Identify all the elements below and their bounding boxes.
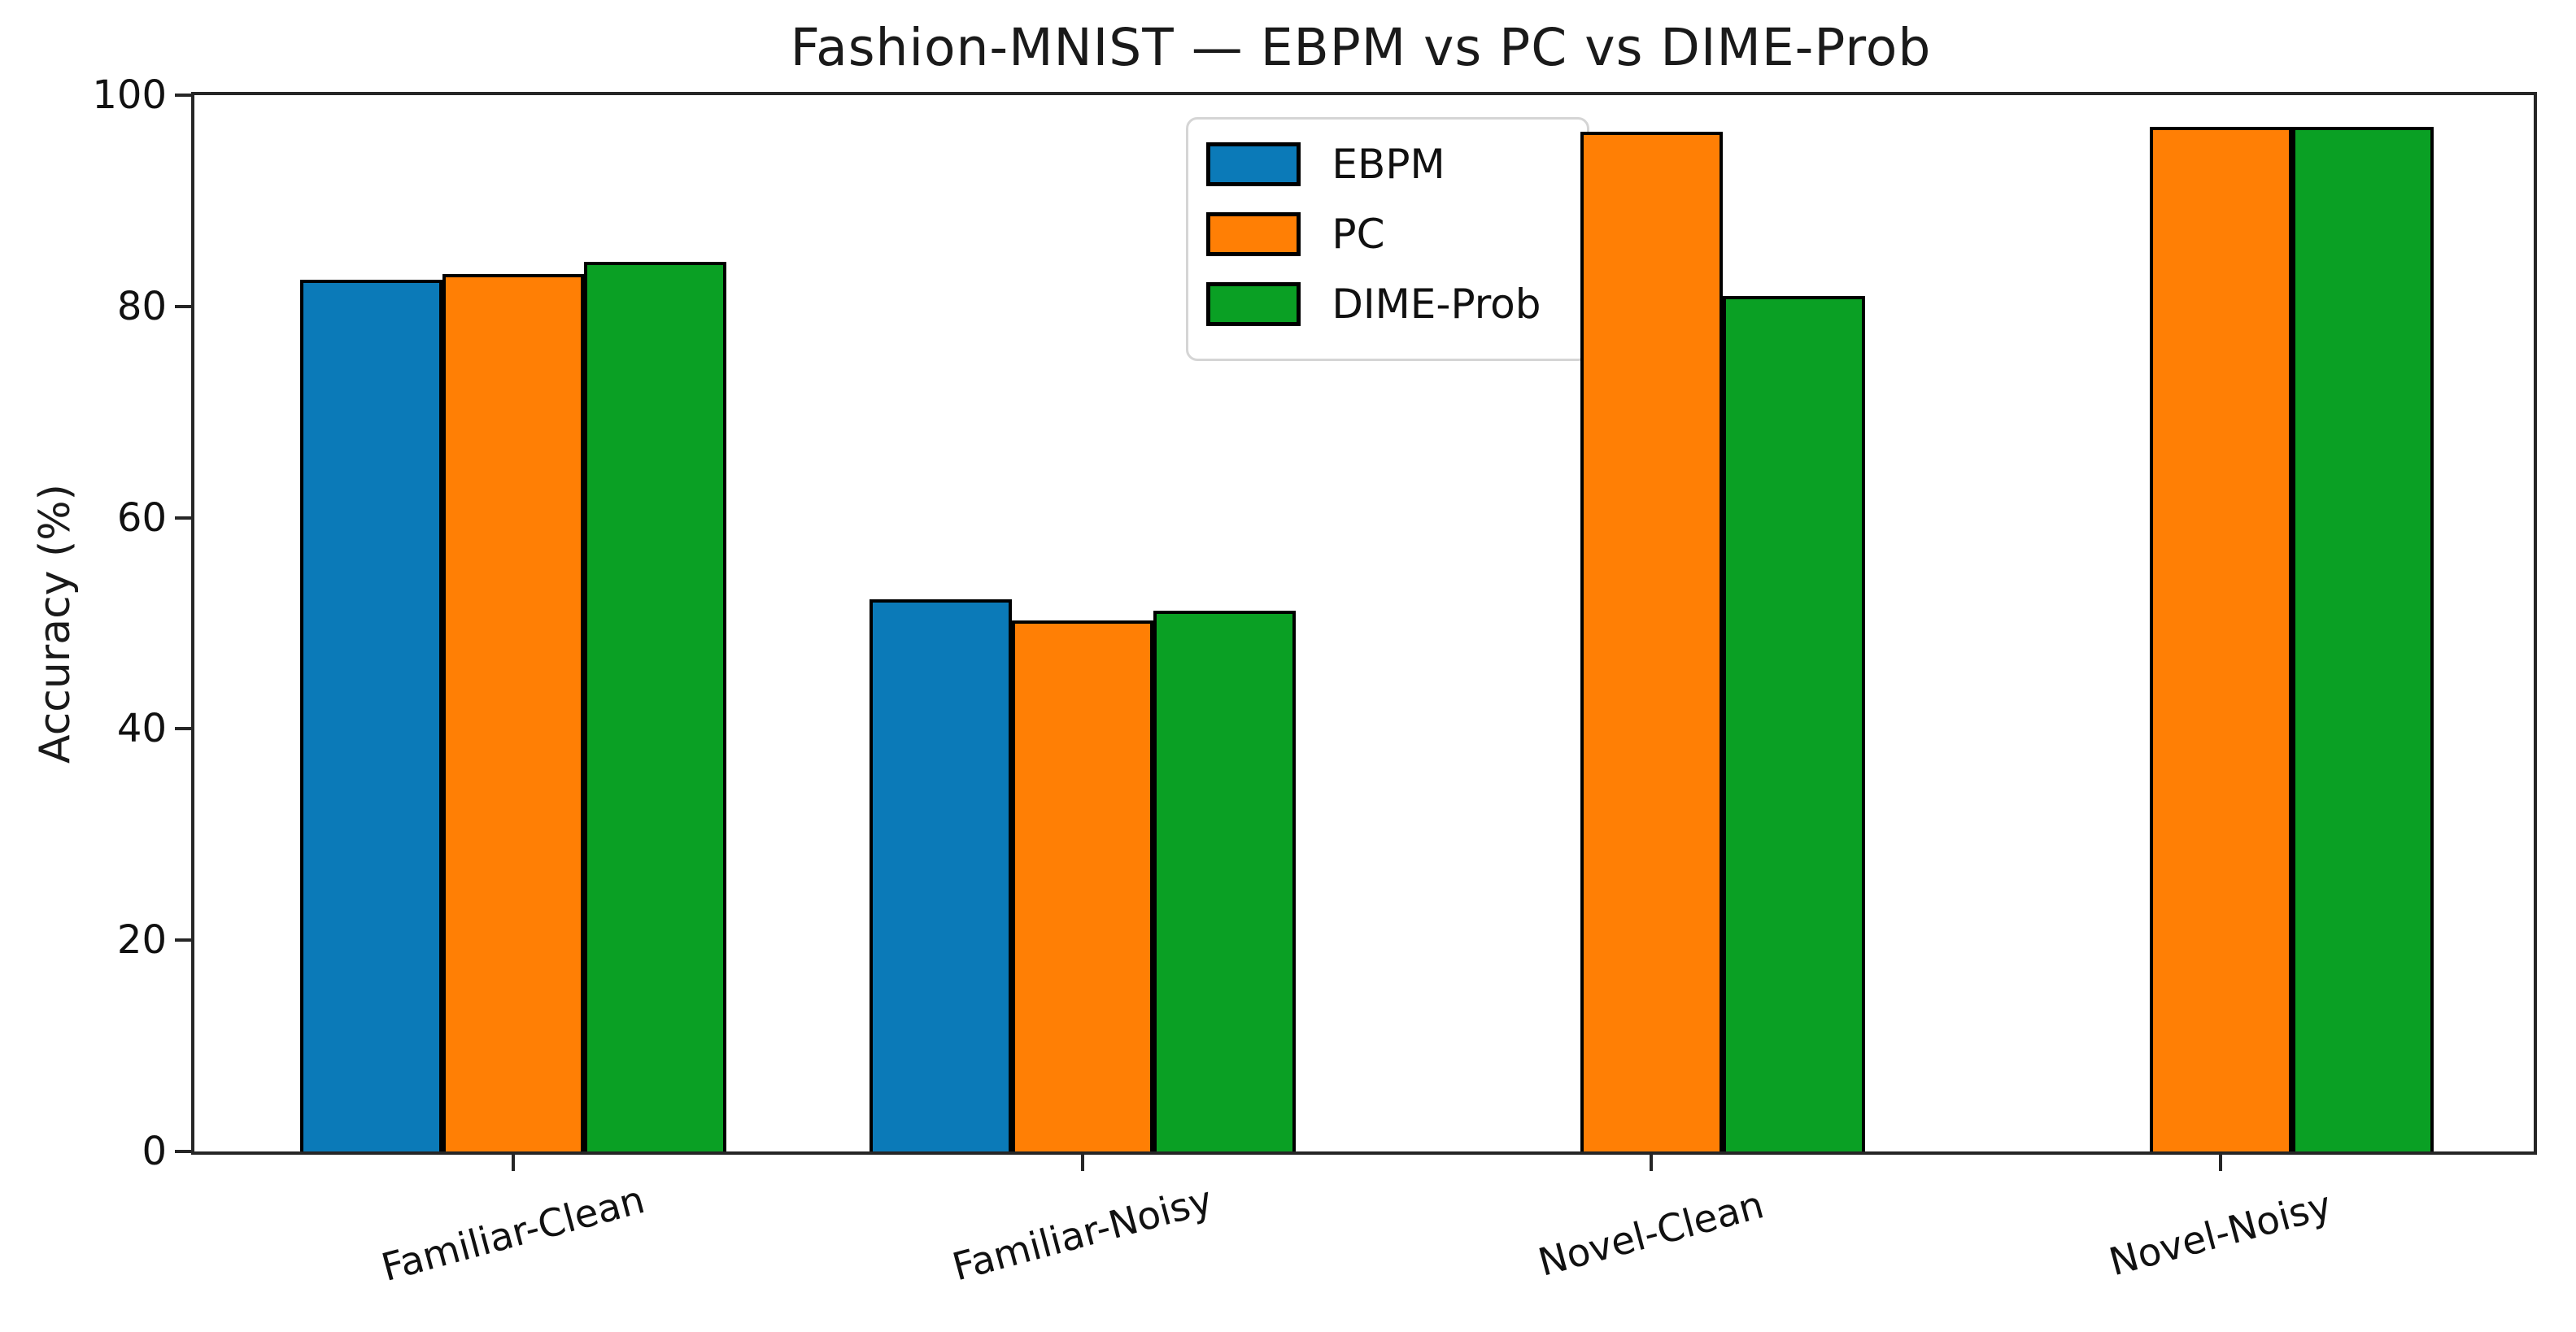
legend-label: PC	[1332, 211, 1385, 259]
y-tick-mark	[175, 938, 191, 942]
legend-swatch-icon	[1206, 142, 1301, 187]
legend-label: EBPM	[1332, 141, 1445, 189]
chart-title: Fashion-MNIST — EBPM vs PC vs DIME-Prob	[790, 18, 1932, 77]
y-tick-label: 60	[116, 494, 167, 541]
bar-pc-novel-clean	[1580, 132, 1723, 1151]
x-tick-label: Novel-Clean	[1534, 1182, 1769, 1286]
x-tick-mark	[1650, 1155, 1654, 1171]
bar-dime-prob-familiar-clean	[584, 262, 727, 1151]
legend-item-dime-prob: DIME-Prob	[1206, 281, 1541, 328]
x-tick-mark	[511, 1155, 515, 1171]
x-tick-label: Familiar-Noisy	[948, 1177, 1218, 1291]
legend-label: DIME-Prob	[1332, 281, 1541, 329]
y-tick-label: 100	[92, 72, 167, 118]
y-tick-mark	[175, 516, 191, 520]
legend-swatch-icon	[1206, 212, 1301, 257]
x-tick-mark	[2219, 1155, 2223, 1171]
x-tick-mark	[1081, 1155, 1085, 1171]
legend-swatch-icon	[1206, 282, 1301, 327]
y-tick-label: 40	[116, 706, 167, 752]
y-tick-label: 20	[116, 917, 167, 964]
bar-dime-prob-novel-noisy	[2291, 126, 2434, 1151]
x-tick-label: Novel-Noisy	[2104, 1182, 2337, 1286]
legend-item-ebpm: EBPM	[1206, 141, 1541, 188]
bar-pc-familiar-clean	[442, 273, 585, 1151]
y-tick-label: 80	[116, 283, 167, 329]
y-tick-mark	[175, 304, 191, 308]
legend-item-pc: PC	[1206, 211, 1541, 258]
bar-pc-familiar-noisy	[1011, 620, 1154, 1151]
bar-pc-novel-noisy	[2149, 126, 2292, 1151]
bar-dime-prob-familiar-noisy	[1153, 610, 1297, 1151]
bar-ebpm-familiar-noisy	[869, 599, 1012, 1151]
bar-ebpm-familiar-clean	[299, 280, 442, 1151]
y-tick-label: 0	[142, 1129, 167, 1174]
y-tick-mark	[175, 1150, 191, 1153]
bar-dime-prob-novel-clean	[1722, 295, 1865, 1151]
y-axis-label: Accuracy (%)	[31, 484, 80, 764]
legend-box: EBPM PC DIME-Prob	[1186, 117, 1589, 362]
x-tick-label: Familiar-Clean	[377, 1177, 650, 1291]
y-tick-mark	[175, 94, 191, 97]
y-tick-mark	[175, 727, 191, 731]
plot-area: EBPM PC DIME-Prob 0 20 40 60 80 100 Familiar-Cle…	[92, 72, 2537, 1291]
